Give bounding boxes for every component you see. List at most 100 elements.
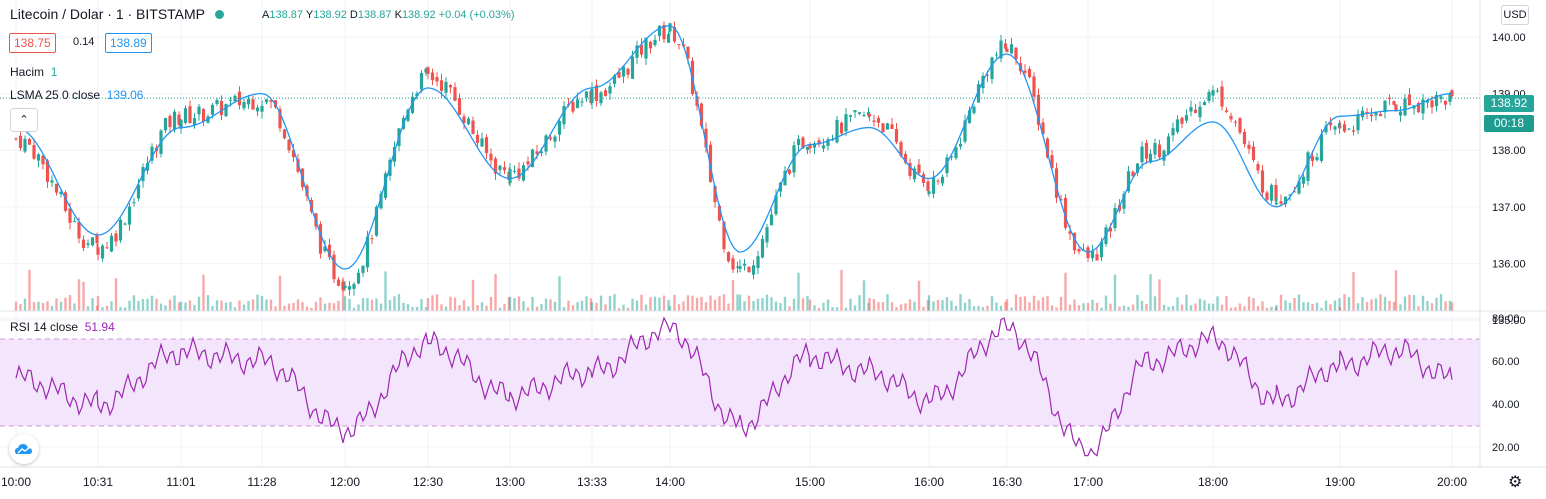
candle-body xyxy=(1338,126,1342,128)
volume-bar xyxy=(709,295,712,311)
candle-body xyxy=(735,266,740,268)
volume-bar xyxy=(188,300,192,311)
candle-body xyxy=(444,81,448,93)
candle-body xyxy=(1333,126,1337,130)
candle-body xyxy=(575,99,580,109)
candle-body xyxy=(808,144,812,149)
candle-body xyxy=(323,246,327,252)
volume-bar xyxy=(319,297,322,311)
tradingview-logo[interactable] xyxy=(9,434,39,464)
candle-body xyxy=(621,66,626,77)
candle-body xyxy=(756,256,760,268)
volume-bar xyxy=(1082,303,1085,311)
candle-body xyxy=(365,236,370,268)
candle-body xyxy=(1450,90,1454,97)
candle-body xyxy=(453,87,457,101)
candle-body xyxy=(1238,118,1242,133)
candle-body xyxy=(912,168,917,180)
volume-bar xyxy=(476,304,479,311)
gear-icon[interactable]: ⚙ xyxy=(1508,474,1523,491)
currency-button[interactable]: USD xyxy=(1501,5,1529,25)
candle-body xyxy=(493,158,498,174)
volume-bar xyxy=(274,306,277,311)
candle-body xyxy=(1126,171,1131,192)
volume-bar xyxy=(341,279,345,311)
volume-bar xyxy=(1279,294,1283,311)
volume-bar xyxy=(608,296,612,311)
volume-legend[interactable]: Hacim 1 xyxy=(10,65,57,79)
candle-body xyxy=(1378,113,1383,117)
candle-body xyxy=(976,84,981,103)
time-tick-label: 11:28 xyxy=(247,475,276,489)
volume-bar xyxy=(571,305,575,311)
candle-body xyxy=(812,143,817,148)
candle-body xyxy=(54,183,59,193)
volume-bar xyxy=(141,299,145,311)
lsma-legend[interactable]: LSMA 25 0 close 139.06 xyxy=(10,88,143,102)
volume-bar xyxy=(580,300,584,311)
candle-body xyxy=(760,238,765,258)
volume-bar xyxy=(296,299,300,311)
candle-body xyxy=(653,39,657,46)
buy-price-button[interactable]: 138.89 xyxy=(105,33,152,53)
volume-bar xyxy=(990,296,994,311)
candle-body xyxy=(1369,114,1374,117)
candle-body xyxy=(648,41,653,49)
volume-bar xyxy=(59,301,63,311)
candle-body xyxy=(1072,232,1077,251)
sell-price-button[interactable]: 138.75 xyxy=(9,33,56,53)
candle-body xyxy=(526,161,530,165)
volume-bar xyxy=(197,296,201,311)
volume-bar xyxy=(908,299,912,311)
candle-body xyxy=(535,151,539,155)
close-label: K xyxy=(394,9,402,21)
rsi-legend[interactable]: RSI 14 close 51.94 xyxy=(10,320,115,334)
volume-bar xyxy=(1448,300,1452,311)
candle-body xyxy=(1443,100,1448,105)
time-tick-label: 10:31 xyxy=(83,475,113,489)
volume-bar xyxy=(1394,270,1398,311)
volume-bar xyxy=(617,307,621,311)
candle-body xyxy=(179,119,183,129)
candle-body xyxy=(246,99,251,105)
time-tick-label: 10:00 xyxy=(1,475,31,489)
volume-bar xyxy=(1356,303,1360,311)
candle-body xyxy=(1274,202,1279,205)
candle-body xyxy=(603,90,608,97)
volume-bar xyxy=(211,306,214,311)
candle-body xyxy=(994,54,999,56)
candle-body xyxy=(821,145,826,149)
candle-body xyxy=(1407,94,1412,106)
candle-body xyxy=(45,160,50,182)
candle-body xyxy=(1229,115,1233,120)
candle-body xyxy=(1251,146,1256,161)
candle-body xyxy=(255,107,260,112)
volume-bar xyxy=(206,295,210,311)
symbol-title[interactable]: Litecoin / Dolar · 1 · BITSTAMP xyxy=(10,6,232,22)
volume-bar xyxy=(480,302,484,311)
volume-bar xyxy=(1019,296,1022,311)
volume-bar xyxy=(224,302,228,311)
volume-bar xyxy=(128,300,131,311)
candle-body xyxy=(548,137,553,140)
candle-body xyxy=(1365,111,1369,114)
volume-bar xyxy=(1064,272,1067,311)
volume-bar xyxy=(361,298,365,311)
volume-bar xyxy=(761,298,764,311)
candle-body xyxy=(862,115,866,117)
volume-bars xyxy=(14,269,1454,311)
collapse-legend-button[interactable]: ⌃ xyxy=(10,108,38,132)
symbol-name[interactable]: Litecoin / Dolar · 1 · BITSTAMP xyxy=(10,6,206,22)
candle-body xyxy=(666,34,671,43)
volume-bar xyxy=(686,295,690,311)
volume-bar xyxy=(508,296,512,311)
volume-bar xyxy=(736,294,739,311)
volume-bar xyxy=(1086,302,1090,311)
candle-body xyxy=(224,104,228,117)
volume-bar xyxy=(123,307,127,311)
volume-bar xyxy=(1203,300,1206,311)
candle-body xyxy=(885,123,890,130)
candle-body xyxy=(921,174,926,183)
candle-body xyxy=(168,115,172,128)
